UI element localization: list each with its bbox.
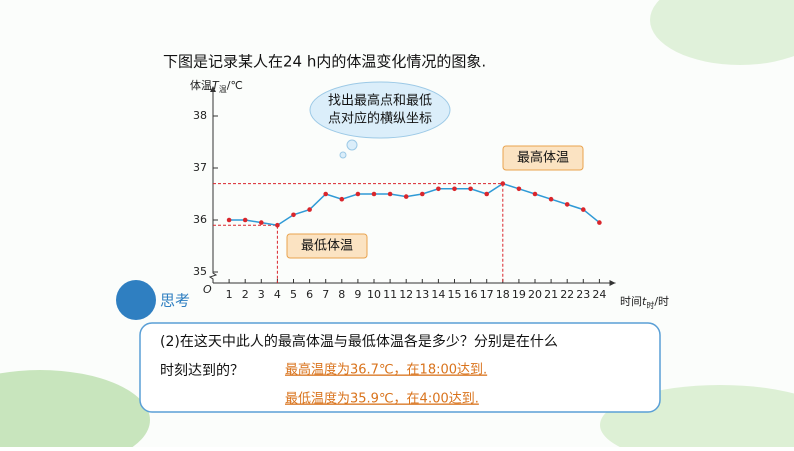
point xyxy=(387,191,393,197)
point xyxy=(242,217,248,223)
point xyxy=(532,191,538,197)
x-label-main: 时间 xyxy=(620,295,642,308)
x-tick-label: 12 xyxy=(399,288,413,301)
point xyxy=(468,186,473,192)
x-tick-label: 8 xyxy=(338,288,345,301)
point xyxy=(259,220,264,225)
thought-bubble xyxy=(309,81,451,139)
x-tick-label: 9 xyxy=(354,288,361,301)
origin: O xyxy=(203,283,212,296)
x-tick-label: 22 xyxy=(560,288,574,301)
x-axis-label: 时间t时/时 xyxy=(620,295,669,310)
x-tick-label: 17 xyxy=(480,288,494,301)
x-tick-label: 20 xyxy=(528,288,542,301)
point xyxy=(548,196,554,202)
x-tick-label: 18 xyxy=(496,288,510,301)
answer: 最高温度为36.7℃，在18:00达到. xyxy=(285,362,487,378)
think-icon xyxy=(116,280,156,320)
x-label-var: t xyxy=(642,295,647,308)
point xyxy=(436,186,441,192)
x-tick-label: 21 xyxy=(544,288,558,301)
y-label-var: T xyxy=(212,79,220,92)
y-label-sub: 温 xyxy=(219,85,227,94)
y-tick-label: 38 xyxy=(193,109,207,122)
leaf-decor xyxy=(650,0,794,65)
point xyxy=(452,186,457,192)
y-axis-label: 体温T温/℃ xyxy=(190,78,243,94)
point xyxy=(226,217,232,223)
x-tick-label: 15 xyxy=(448,288,462,301)
point xyxy=(291,212,296,218)
x-tick-label: 5 xyxy=(290,288,297,301)
point xyxy=(500,181,506,186)
x-tick-label: 7 xyxy=(322,288,329,301)
question: 时刻达到的？ xyxy=(160,363,244,379)
x-tick-label: 23 xyxy=(576,288,590,301)
question-box xyxy=(139,322,661,413)
bubble-text: 点对应的横纵坐标 xyxy=(328,111,432,127)
x-tick-label: 19 xyxy=(512,288,526,301)
x-label-sub: 时 xyxy=(646,300,654,310)
thought-dot xyxy=(339,151,347,159)
point xyxy=(516,186,522,192)
point xyxy=(597,220,602,225)
x-tick-label: 13 xyxy=(415,288,429,301)
intro: 下图是记录某人在24 h内的体温变化情况的图象. xyxy=(163,53,486,71)
x-tick-label: 10 xyxy=(367,288,381,301)
y-tick-label: 35 xyxy=(193,265,207,278)
leaf-decor xyxy=(0,370,150,451)
point xyxy=(420,191,425,197)
callout-box xyxy=(502,145,584,171)
x-label-unit: /时 xyxy=(654,295,669,308)
point xyxy=(323,191,329,197)
think-label: 思考 xyxy=(160,292,190,310)
guide-line xyxy=(213,183,504,283)
bubble-text: 找出最高点和最低 xyxy=(328,93,432,109)
answer: 最低温度为35.9℃，在4:00达到. xyxy=(285,391,479,407)
x-tick-label: 4 xyxy=(274,288,281,301)
thought-dot xyxy=(346,139,358,151)
guide-line xyxy=(213,224,278,283)
x-tick-label: 14 xyxy=(431,288,445,301)
callout-box xyxy=(286,233,368,259)
point xyxy=(581,207,586,212)
x-tick-label: 6 xyxy=(306,288,313,301)
x-tick-label: 2 xyxy=(242,288,249,301)
point xyxy=(484,191,490,197)
x-arrow xyxy=(609,280,616,286)
point xyxy=(307,207,312,212)
x-tick-label: 24 xyxy=(592,288,606,301)
point xyxy=(275,222,280,228)
y-label-unit: /℃ xyxy=(227,79,243,92)
callout-min: 最低体温 xyxy=(301,239,353,254)
x-tick-label: 3 xyxy=(258,288,265,301)
x-tick-label: 16 xyxy=(464,288,478,301)
question: (2)在这天中此人的最高体温与最低体温各是多少？分别是在什么 xyxy=(160,333,558,350)
y-tick-label: 36 xyxy=(193,213,207,226)
point xyxy=(371,191,377,197)
temp-line xyxy=(229,182,600,226)
y-tick-label: 37 xyxy=(193,161,207,174)
y-arrow xyxy=(210,86,216,92)
x-tick-label: 1 xyxy=(226,288,233,301)
point xyxy=(355,191,361,197)
point xyxy=(564,202,570,207)
y-label-main: 体温 xyxy=(190,78,212,92)
point xyxy=(403,194,409,199)
point xyxy=(339,196,345,202)
x-tick-label: 11 xyxy=(383,288,397,301)
y-axis xyxy=(208,90,218,283)
callout-max: 最高体温 xyxy=(517,150,569,166)
